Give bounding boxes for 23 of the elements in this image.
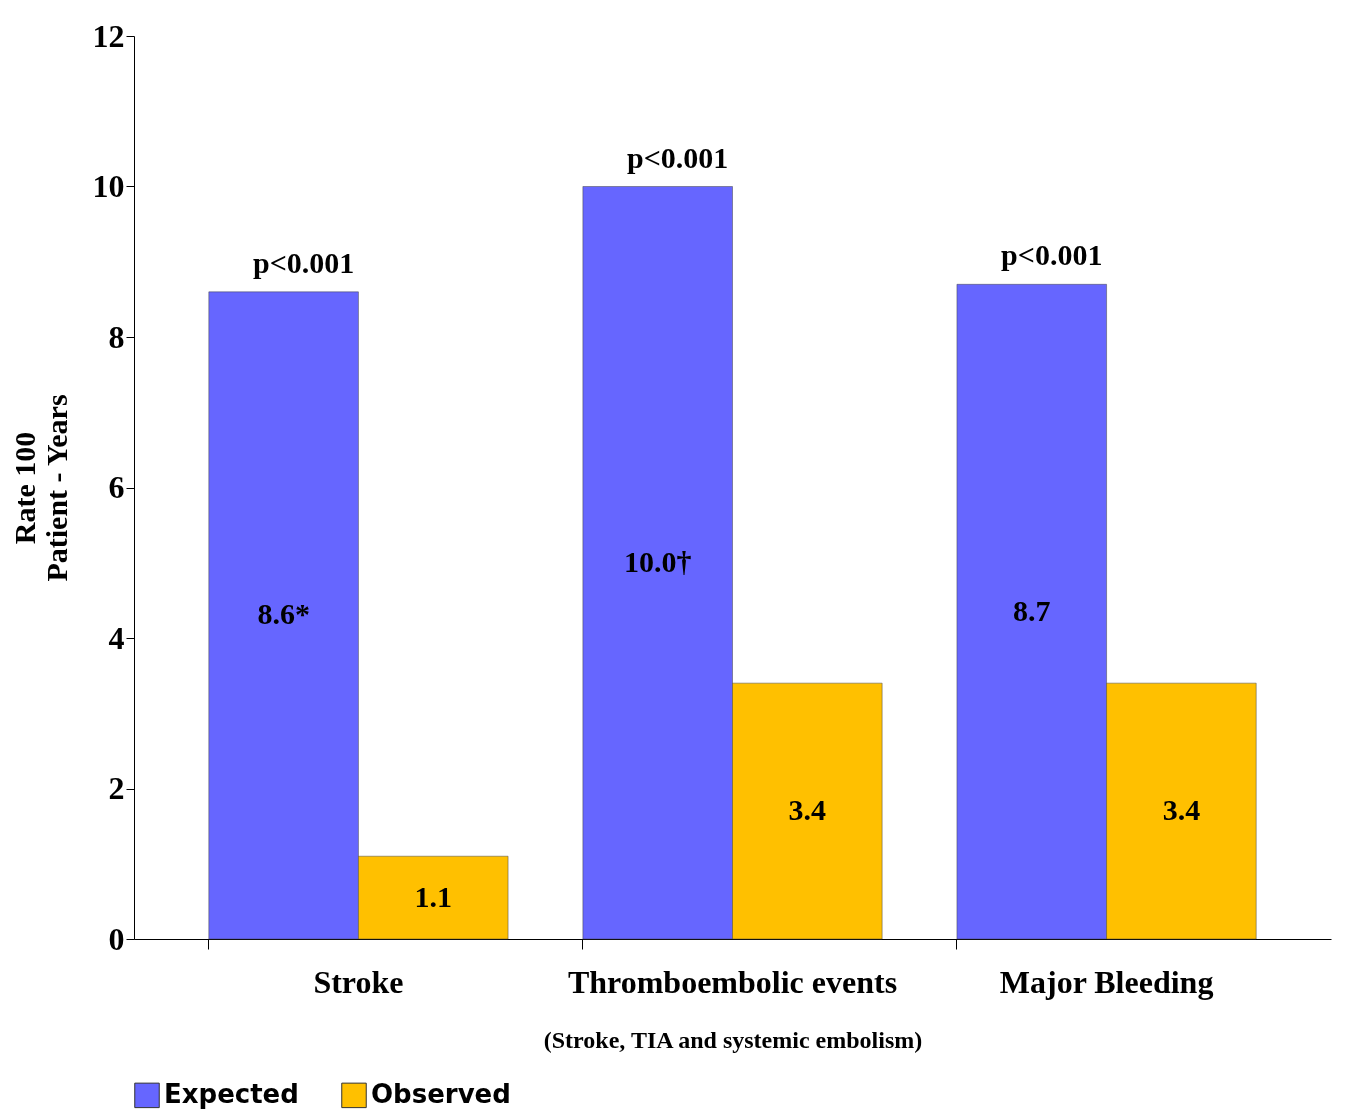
y-axis-title: Rate 100 Patient - Years xyxy=(7,394,73,582)
y-tick-label: 8 xyxy=(108,318,125,355)
x-tick-label: Major Bleeding xyxy=(999,963,1214,1000)
data-label: 8.6* xyxy=(257,597,310,631)
y-tick-label: 10 xyxy=(92,168,125,204)
y-tick-label: 0 xyxy=(108,920,125,957)
x-tick-label: Thromboembolic events xyxy=(567,963,898,1000)
y-tick-label: 2 xyxy=(108,770,125,806)
data-label: 8.7 xyxy=(1013,593,1051,627)
data-label: 3.4 xyxy=(1162,793,1201,827)
annotation: p<0.001 xyxy=(1001,238,1103,272)
legend-label: Observed xyxy=(371,1079,511,1110)
y-tick-label: 4 xyxy=(108,619,125,656)
annotation: p<0.001 xyxy=(252,245,355,279)
data-label: 3.4 xyxy=(788,793,827,827)
x-tick-label: Stroke xyxy=(313,963,404,1000)
data-label: 1.1 xyxy=(414,879,452,913)
x-axis-title: (Stroke, TIA and systemic embolism) xyxy=(543,1026,923,1053)
annotation: p<0.001 xyxy=(627,140,729,174)
y-tick-label: 12 xyxy=(92,17,125,54)
y-tick-label: 6 xyxy=(108,469,125,505)
data-label: 10.0† xyxy=(623,544,692,578)
legend-label: Expected xyxy=(164,1079,299,1110)
